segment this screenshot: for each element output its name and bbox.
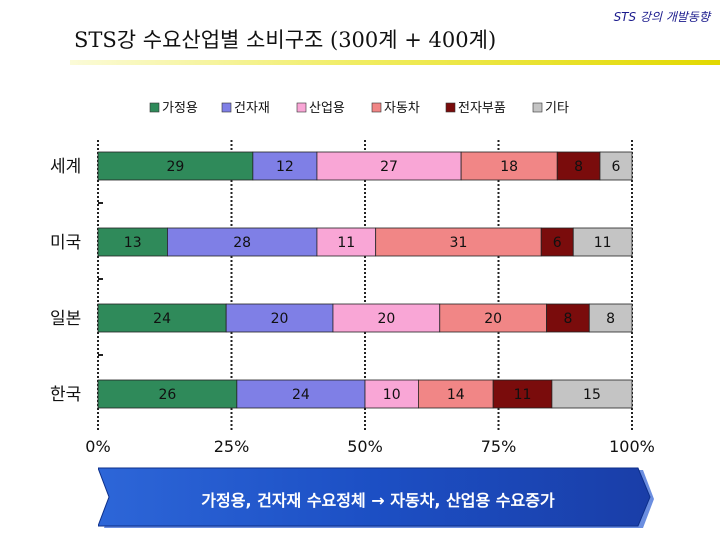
header-note: STS 강의 개발동향 (613, 10, 710, 24)
data-label: 24 (153, 311, 171, 327)
bar-segment (540, 227, 574, 257)
bar-segment (551, 379, 633, 409)
data-label: 14 (447, 387, 465, 403)
legend-swatch (445, 102, 456, 113)
data-label: 29 (167, 159, 185, 175)
bar-segment (572, 227, 633, 257)
x-tick-label: 50% (347, 437, 383, 456)
bar-segment (599, 151, 633, 181)
data-label: 12 (276, 159, 294, 175)
bar-segment (252, 151, 318, 181)
data-label: 11 (337, 235, 355, 251)
bar-segment (97, 303, 227, 333)
data-label: 20 (484, 311, 502, 327)
bar-segment (460, 151, 558, 181)
bar-segment (225, 303, 334, 333)
data-label: 10 (383, 387, 401, 403)
data-label: 24 (292, 387, 310, 403)
legend-label: 가정용 (162, 101, 198, 116)
legend-label: 전자부품 (458, 101, 506, 116)
bar-segment (97, 379, 238, 409)
legend-label: 기타 (545, 101, 569, 116)
data-label: 11 (594, 235, 612, 251)
data-label: 6 (553, 235, 562, 251)
legend-swatch (149, 102, 160, 113)
title-underline-bar (70, 60, 720, 65)
bar-segment (546, 303, 590, 333)
summary-banner: 가정용, 건자재 수요정체 → 자동차, 산업용 수요증가 (98, 466, 658, 532)
bar-segment (375, 227, 542, 257)
data-label: 20 (377, 311, 395, 327)
x-tick-label: 75% (481, 437, 517, 456)
legend-label: 산업용 (309, 101, 345, 116)
data-label: 8 (563, 311, 572, 327)
data-label: 6 (612, 159, 621, 175)
data-labels-layer: 29 12 27 18 8 6 13 28 11 31 6 11 24 20 20 20 8 8 26 24 10 14 1… (124, 159, 621, 403)
data-label: 27 (380, 159, 398, 175)
x-tick-label: 100% (609, 437, 655, 456)
bar-segment (97, 227, 168, 257)
bar-segment (316, 151, 462, 181)
bar-segment (439, 303, 547, 333)
bar-segment (417, 379, 494, 409)
data-label: 18 (500, 159, 518, 175)
data-label: 20 (271, 311, 289, 327)
bar-segment (316, 227, 377, 257)
data-label: 11 (514, 387, 532, 403)
x-tick-label: 25% (214, 437, 250, 456)
category-label: 한국 (50, 385, 81, 405)
legend-swatch (371, 102, 382, 113)
bar-segment (236, 379, 366, 409)
x-tick-label: 0% (85, 437, 110, 456)
stacked-bar-chart: 가정용 건자재 산업용 자동차 전자부품 기타 29 12 27 18 8 6 13 28 11 31 6 11… (50, 101, 655, 456)
bar-segment (332, 303, 441, 333)
x-tick-labels-layer: 0% 25% 50% 75% 100% (85, 437, 655, 456)
bars-layer (97, 151, 633, 409)
category-label: 일본 (50, 309, 81, 329)
data-label: 26 (159, 387, 177, 403)
legend: 가정용 건자재 산업용 자동차 전자부품 기타 (149, 101, 569, 116)
page-title: STS강 수요산업별 소비구조 (300계 + 400계) (74, 28, 497, 52)
banner-text: 가정용, 건자재 수요정체 → 자동차, 산업용 수요증가 (201, 491, 555, 510)
data-label: 13 (124, 235, 142, 251)
data-label: 28 (233, 235, 251, 251)
bar-segment (588, 303, 633, 333)
legend-label: 건자재 (234, 101, 270, 116)
data-label: 8 (574, 159, 583, 175)
legend-label: 자동차 (384, 101, 420, 116)
legend-swatch (532, 102, 543, 113)
bar-segment (556, 151, 601, 181)
legend-swatch (296, 102, 307, 113)
data-label: 15 (583, 387, 601, 403)
legend-swatch (221, 102, 232, 113)
data-label: 31 (450, 235, 468, 251)
category-label: 세계 (50, 157, 81, 177)
category-label: 미국 (50, 233, 81, 253)
data-label: 8 (606, 311, 615, 327)
